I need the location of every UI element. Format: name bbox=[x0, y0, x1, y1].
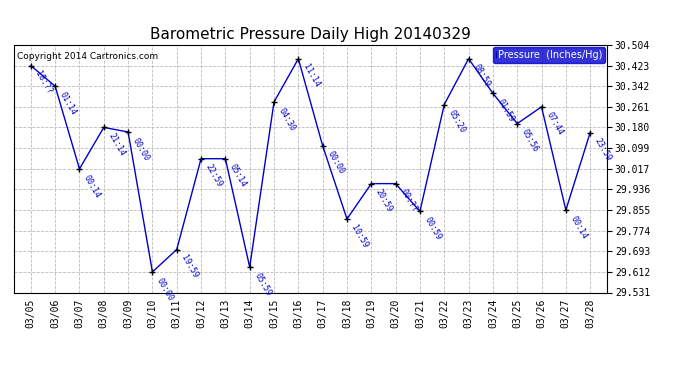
Text: 05:20: 05:20 bbox=[447, 109, 467, 135]
Text: Copyright 2014 Cartronics.com: Copyright 2014 Cartronics.com bbox=[17, 53, 158, 62]
Text: 05:14: 05:14 bbox=[228, 163, 248, 189]
Text: 18:??: 18:?? bbox=[34, 70, 54, 96]
Text: 21:14: 21:14 bbox=[106, 132, 127, 158]
Text: 11:14: 11:14 bbox=[301, 63, 322, 89]
Legend: Pressure  (Inches/Hg): Pressure (Inches/Hg) bbox=[493, 47, 605, 63]
Text: 00:00: 00:00 bbox=[131, 136, 151, 162]
Text: 00:00: 00:00 bbox=[326, 150, 346, 176]
Title: Barometric Pressure Daily High 20140329: Barometric Pressure Daily High 20140329 bbox=[150, 27, 471, 42]
Text: 19:59: 19:59 bbox=[179, 254, 200, 280]
Text: 23:59: 23:59 bbox=[593, 136, 613, 163]
Text: 20:59: 20:59 bbox=[374, 188, 395, 214]
Text: 10:59: 10:59 bbox=[350, 223, 370, 249]
Text: 05:56: 05:56 bbox=[520, 128, 540, 154]
Text: 01:59: 01:59 bbox=[495, 98, 516, 124]
Text: 00:00: 00:00 bbox=[155, 276, 175, 302]
Text: 04:30: 04:30 bbox=[277, 106, 297, 132]
Text: 07:44: 07:44 bbox=[544, 111, 564, 137]
Text: 01:14: 01:14 bbox=[58, 90, 78, 117]
Text: 00:??: 00:?? bbox=[398, 188, 419, 214]
Text: 08:59: 08:59 bbox=[471, 63, 492, 89]
Text: 05:59: 05:59 bbox=[253, 271, 273, 297]
Text: 00:14: 00:14 bbox=[82, 173, 103, 199]
Text: 00:14: 00:14 bbox=[569, 214, 589, 240]
Text: 00:59: 00:59 bbox=[423, 216, 443, 242]
Text: 22:59: 22:59 bbox=[204, 163, 224, 189]
